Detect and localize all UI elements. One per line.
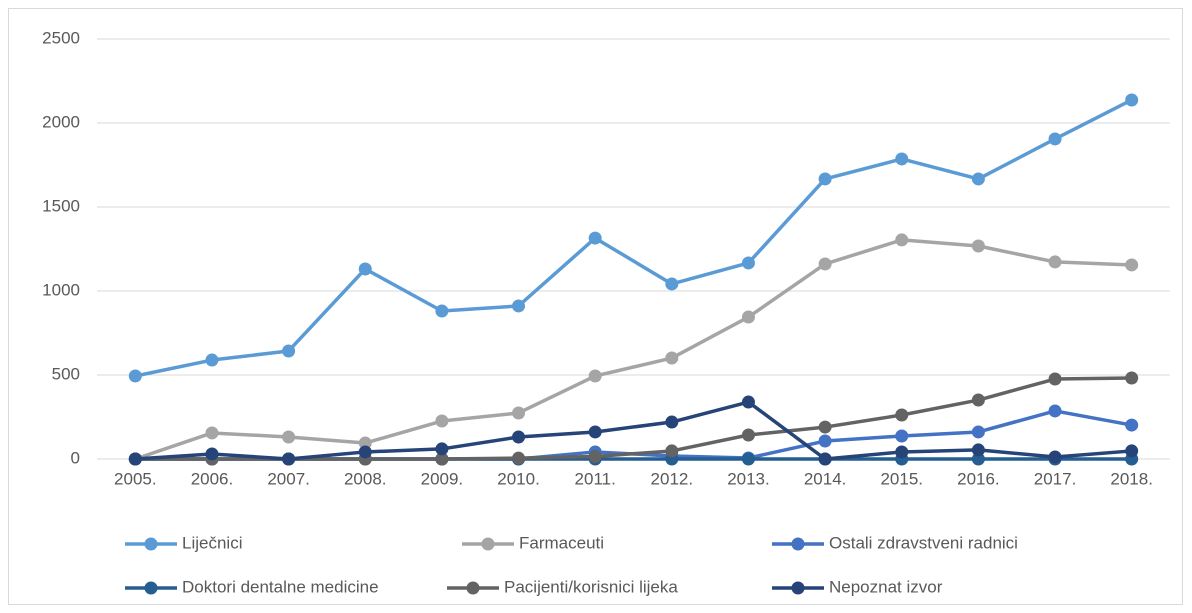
x-tick-label: 2013. xyxy=(727,469,770,488)
legend-label: Farmaceuti xyxy=(519,533,604,552)
point xyxy=(282,452,296,466)
point xyxy=(1048,404,1062,418)
series-line xyxy=(134,238,1132,461)
point xyxy=(205,353,219,367)
legend-marker xyxy=(144,581,158,595)
point xyxy=(895,445,909,459)
legend-label: Liječnici xyxy=(182,533,242,552)
point xyxy=(282,344,296,358)
point xyxy=(895,152,909,166)
y-tick-label: 500 xyxy=(52,364,80,383)
x-tick-label: 2011. xyxy=(575,469,616,488)
point xyxy=(971,452,985,466)
point xyxy=(435,442,449,456)
point xyxy=(1048,132,1062,146)
point xyxy=(818,257,832,271)
point xyxy=(818,452,832,466)
legend-marker xyxy=(481,537,495,551)
point xyxy=(665,277,679,291)
point xyxy=(971,172,985,186)
point xyxy=(1125,444,1139,458)
x-tick-label: 2007. xyxy=(267,469,310,488)
point xyxy=(205,447,219,461)
point xyxy=(1125,93,1139,107)
point xyxy=(665,415,679,429)
point xyxy=(741,395,755,409)
y-tick-label: 0 xyxy=(71,448,80,467)
point xyxy=(971,425,985,439)
point xyxy=(741,310,755,324)
x-tick-label: 2016. xyxy=(957,469,1000,488)
point xyxy=(435,414,449,428)
x-tick-label: 2014. xyxy=(804,469,847,488)
point xyxy=(512,430,526,444)
point xyxy=(741,452,755,466)
point xyxy=(205,426,219,440)
point xyxy=(128,452,142,466)
point xyxy=(512,406,526,420)
x-tick-label: 2009. xyxy=(421,469,464,488)
x-tick-label: 2010. xyxy=(497,469,540,488)
point xyxy=(512,299,526,313)
point xyxy=(282,430,296,444)
point xyxy=(818,172,832,186)
point xyxy=(818,434,832,448)
point xyxy=(588,231,602,245)
point xyxy=(1125,371,1139,385)
legend-label: Ostali zdravstveni radnici xyxy=(829,533,1018,552)
legend-label: Pacijenti/korisnici lijeka xyxy=(504,577,678,596)
point xyxy=(358,445,372,459)
legend-label: Doktori dentalne medicine xyxy=(182,577,379,596)
legend-marker xyxy=(466,581,480,595)
point xyxy=(818,420,832,434)
point xyxy=(1125,258,1139,272)
x-tick-label: 2012. xyxy=(651,469,694,488)
x-tick-label: 2018. xyxy=(1110,469,1153,488)
x-tick-label: 2008. xyxy=(344,469,387,488)
legend-marker xyxy=(144,537,158,551)
y-tick-label: 1500 xyxy=(42,196,80,215)
point xyxy=(128,369,142,383)
x-tick-label: 2017. xyxy=(1034,469,1077,488)
point xyxy=(665,351,679,365)
point xyxy=(971,239,985,253)
point xyxy=(1048,450,1062,464)
x-tick-label: 2005. xyxy=(114,469,157,488)
point xyxy=(895,408,909,422)
legend-label: Nepoznat izvor xyxy=(829,577,943,596)
series-line xyxy=(134,98,1133,378)
point xyxy=(435,452,449,466)
point xyxy=(741,256,755,270)
point xyxy=(741,428,755,442)
point xyxy=(665,444,679,458)
legend-marker xyxy=(791,537,805,551)
y-tick-label: 2000 xyxy=(42,112,80,131)
point xyxy=(1125,418,1139,432)
series-line xyxy=(135,400,1132,461)
point xyxy=(358,262,372,276)
point xyxy=(435,304,449,318)
x-tick-label: 2006. xyxy=(191,469,234,488)
point xyxy=(895,233,909,247)
point xyxy=(1048,372,1062,386)
y-tick-label: 2500 xyxy=(42,28,80,47)
point xyxy=(588,425,602,439)
y-tick-label: 1000 xyxy=(42,280,80,299)
point xyxy=(588,369,602,383)
point xyxy=(358,436,372,450)
point xyxy=(512,451,526,465)
legend-marker xyxy=(791,581,805,595)
point xyxy=(588,449,602,463)
point xyxy=(895,429,909,443)
point xyxy=(971,443,985,457)
point xyxy=(1048,255,1062,269)
x-tick-label: 2015. xyxy=(880,469,923,488)
point xyxy=(971,393,985,407)
chart-border xyxy=(8,8,1183,605)
